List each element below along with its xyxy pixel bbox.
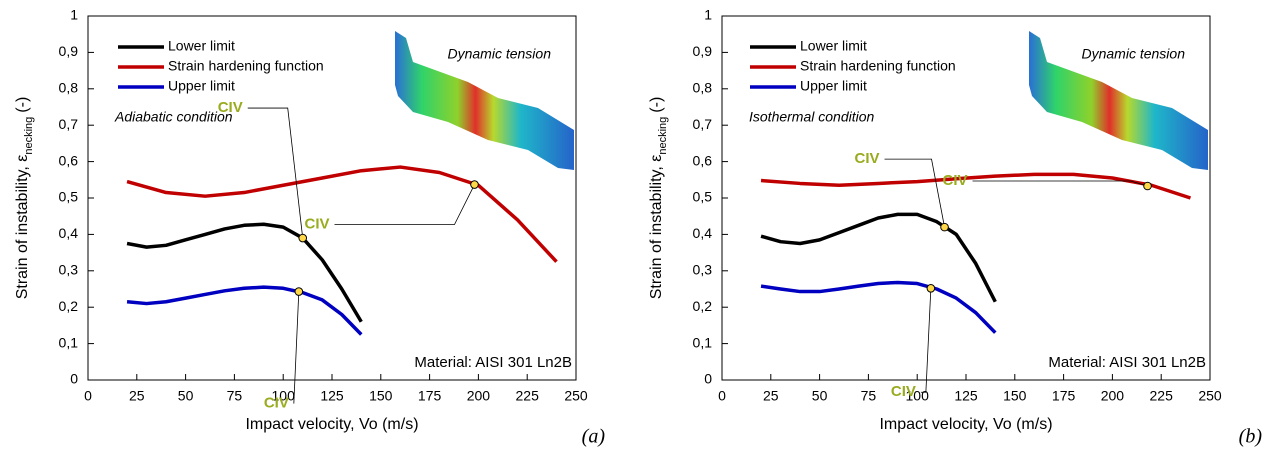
x-tick-label: 50	[178, 388, 194, 404]
y-axis-label-sub: necking	[23, 117, 35, 155]
x-tick-label: 150	[1003, 388, 1027, 404]
civ-point	[294, 287, 304, 296]
leader-line	[293, 291, 300, 404]
condition-label: Isothermal condition	[749, 109, 875, 125]
x-tick-label: 100	[272, 388, 296, 404]
civ-label: CIV	[891, 383, 916, 400]
x-tick-label: 200	[467, 388, 491, 404]
x-tick-label: 175	[418, 388, 442, 404]
y-tick-label: 0,6	[693, 152, 713, 168]
y-tick-label: 0,3	[59, 262, 79, 278]
leader-line	[247, 107, 304, 239]
y-tick-label: 0,3	[693, 262, 713, 278]
civ-point	[1143, 181, 1152, 191]
x-tick-label: 0	[718, 388, 726, 404]
y-tick-label: 0,1	[59, 334, 79, 350]
civ-point	[298, 233, 308, 243]
leader-line	[920, 288, 932, 393]
y-axis-label: Strain of instability, εnecking (-)	[648, 97, 669, 300]
y-tick-label: 0,8	[693, 80, 713, 96]
x-tick-label: 25	[129, 388, 145, 404]
legend-label: Strain hardening function	[800, 58, 956, 74]
y-tick-label: 0	[704, 371, 712, 387]
fe-inset	[395, 31, 574, 170]
material-label: Material: AISI 301 Ln2B	[1048, 354, 1206, 371]
y-tick-label: 0,7	[693, 116, 713, 132]
y-tick-label: 0,9	[693, 43, 713, 59]
civ-label: CIV	[218, 99, 243, 116]
y-axis-label-unit: (-)	[648, 97, 665, 113]
y-axis-label: Strain of instability, εnecking (-)	[14, 97, 35, 300]
x-tick-label: 250	[564, 388, 588, 404]
x-tick-label: 200	[1101, 388, 1125, 404]
civ-label: CIV	[264, 395, 289, 412]
civ-point	[470, 180, 479, 189]
x-tick-label: 125	[320, 388, 344, 404]
x-axis-label: Impact velocity, Vo (m/s)	[879, 416, 1052, 433]
civ-label: CIV	[943, 172, 968, 189]
x-tick-label: 100	[906, 388, 930, 404]
legend-label: Lower limit	[168, 38, 235, 54]
civ-label: CIV	[304, 216, 329, 233]
y-tick-label: 0,5	[693, 189, 713, 205]
series-line	[126, 165, 558, 263]
plot-frame	[87, 15, 577, 381]
x-tick-label: 75	[227, 388, 243, 404]
x-tick-label: 50	[812, 388, 828, 404]
x-tick-label: 150	[369, 388, 393, 404]
x-tick-label: 225	[516, 388, 540, 404]
material-label: Material: AISI 301 Ln2B	[414, 354, 572, 371]
inset-label: Dynamic tension	[1082, 46, 1186, 62]
civ-label: CIV	[855, 150, 880, 167]
legend-label: Upper limit	[168, 78, 235, 94]
y-axis-label-sub: necking	[657, 117, 669, 155]
y-tick-label: 0,4	[693, 225, 713, 241]
x-tick-label: 225	[1150, 388, 1174, 404]
civ-point	[926, 283, 936, 293]
x-tick-label: 75	[861, 388, 877, 404]
y-tick-label: 0	[70, 371, 78, 387]
y-tick-label: 0,8	[59, 80, 79, 96]
x-tick-label: 125	[954, 388, 978, 404]
legend-label: Upper limit	[800, 78, 867, 94]
y-tick-label: 0,2	[693, 298, 713, 314]
plot-frame	[721, 15, 1211, 381]
panel-tag: (b)	[1239, 426, 1263, 448]
y-tick-label: 1	[704, 7, 712, 23]
inset-label: Dynamic tension	[448, 46, 552, 62]
panel-tag: (a)	[582, 426, 606, 448]
x-tick-label: 25	[763, 388, 779, 404]
leader-line	[972, 180, 1148, 187]
condition-label: Adiabatic condition	[114, 109, 233, 125]
series-line	[760, 212, 997, 303]
y-tick-label: 0,9	[59, 43, 79, 59]
x-tick-label: 0	[84, 388, 92, 404]
y-tick-label: 0,1	[693, 334, 713, 350]
series-line	[126, 285, 363, 336]
series-line	[760, 172, 1192, 200]
x-axis-label: Impact velocity, Vo (m/s)	[245, 416, 418, 433]
legend-label: Strain hardening function	[168, 58, 324, 74]
y-tick-label: 0,6	[59, 152, 79, 168]
y-axis-label-main: Strain of instability, ε	[648, 155, 665, 300]
x-tick-label: 250	[1198, 388, 1222, 404]
y-tick-label: 1	[70, 7, 78, 23]
y-tick-label: 0,7	[59, 116, 79, 132]
series-line	[126, 222, 363, 323]
y-tick-label: 0,4	[59, 225, 79, 241]
leader-line	[884, 158, 945, 228]
y-axis-label-unit: (-)	[14, 97, 31, 113]
y-tick-label: 0,5	[59, 189, 79, 205]
y-axis-label-main: Strain of instability, ε	[14, 155, 31, 300]
y-tick-label: 0,2	[59, 298, 79, 314]
civ-point	[940, 222, 949, 232]
fe-inset	[1029, 31, 1208, 170]
x-tick-label: 175	[1052, 388, 1076, 404]
leader-line	[334, 184, 475, 225]
legend-label: Lower limit	[800, 38, 867, 54]
series-line	[760, 280, 997, 334]
